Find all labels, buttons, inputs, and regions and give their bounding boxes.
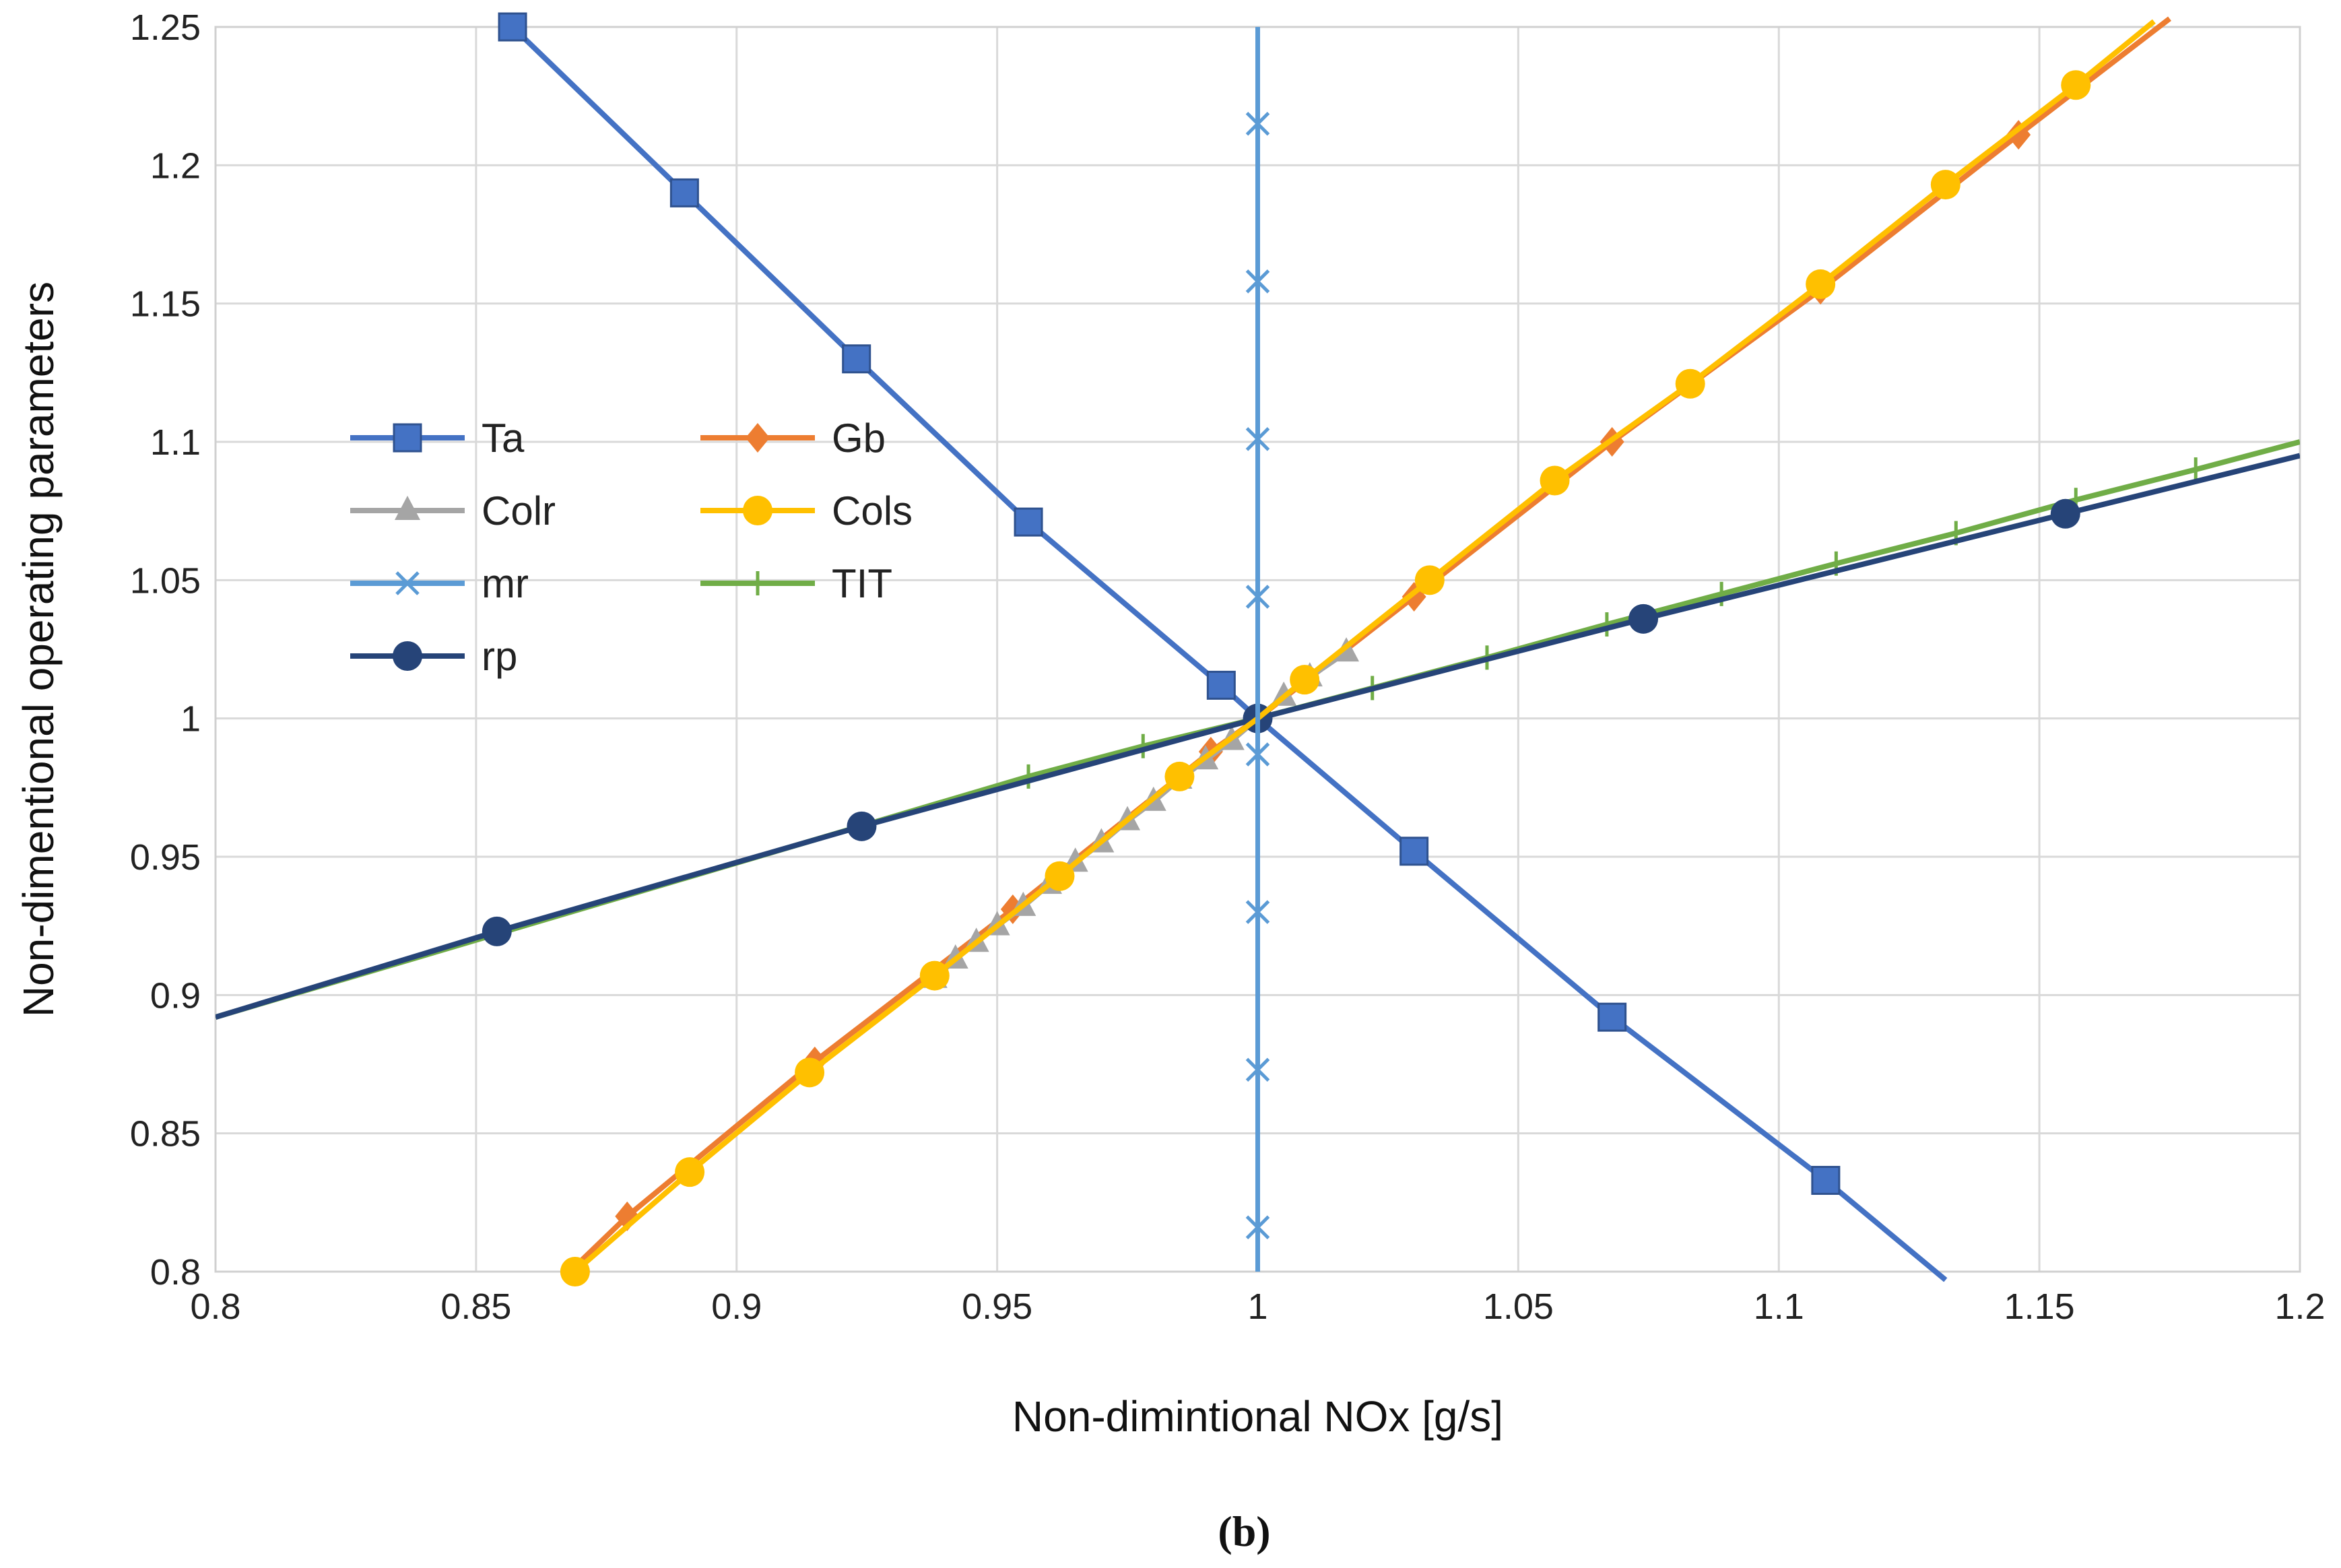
legend-item-gb: Gb bbox=[700, 416, 886, 461]
data-point-cols bbox=[919, 960, 950, 991]
legend-label-gb: Gb bbox=[832, 416, 886, 461]
legend: Ta Gb Colr Cols mr TIT rp bbox=[350, 416, 913, 679]
data-point-cols bbox=[675, 1157, 705, 1187]
x-tick-label: 1.15 bbox=[2004, 1286, 2075, 1327]
legend-label-mr: mr bbox=[482, 561, 529, 606]
legend-item-mr: mr bbox=[350, 561, 529, 606]
x-tick-label: 1.05 bbox=[1483, 1286, 1554, 1327]
legend-marker-mr bbox=[395, 571, 420, 595]
y-tick-label: 1.25 bbox=[130, 7, 201, 48]
y-tick-label: 0.9 bbox=[150, 975, 201, 1016]
y-tick-label: 0.95 bbox=[130, 837, 201, 878]
series-mr bbox=[1245, 27, 1270, 1272]
x-tick-label: 1.1 bbox=[1754, 1286, 1804, 1327]
data-point-cols bbox=[1045, 861, 1075, 891]
legend-item-colr: Colr bbox=[350, 488, 556, 533]
data-point-ta bbox=[842, 344, 871, 374]
x-axis-title: Non-dimintional NOx [g/s] bbox=[1012, 1392, 1503, 1441]
legend-label-cols: Cols bbox=[832, 488, 913, 533]
data-point-ta bbox=[669, 178, 699, 207]
x-tick-label: 1.2 bbox=[2274, 1286, 2325, 1327]
legend-label-ta: Ta bbox=[482, 416, 525, 461]
y-tick-label: 1.15 bbox=[130, 284, 201, 325]
legend-item-cols: Cols bbox=[700, 488, 913, 533]
x-tick-label: 0.95 bbox=[962, 1286, 1032, 1327]
data-point-ta bbox=[1014, 507, 1043, 537]
series-layer bbox=[216, 12, 2300, 1286]
data-point-cols bbox=[1540, 465, 1570, 496]
y-tick-label: 1 bbox=[180, 699, 201, 740]
data-point-rp bbox=[1628, 603, 1659, 634]
legend-marker-ta bbox=[393, 423, 422, 453]
y-tick-label: 0.85 bbox=[130, 1114, 201, 1154]
x-tick-label: 1 bbox=[1247, 1286, 1267, 1327]
legend-marker-gb bbox=[746, 423, 770, 453]
x-tick-label: 0.9 bbox=[711, 1286, 762, 1327]
data-point-mr bbox=[1245, 111, 1270, 136]
y-axis-ticks: 0.8 0.85 0.9 0.95 1 1.05 1.1 1.15 1.2 1.25 bbox=[130, 7, 201, 1293]
data-point-ta bbox=[1597, 1002, 1627, 1032]
data-point-mr bbox=[1245, 585, 1270, 609]
y-axis-title: Non-dimentional operating parameters bbox=[14, 282, 63, 1017]
legend-label-colr: Colr bbox=[482, 488, 556, 533]
x-tick-label: 0.85 bbox=[440, 1286, 511, 1327]
data-point-cols bbox=[1414, 565, 1445, 595]
series-cols bbox=[560, 19, 2156, 1286]
data-point-ta bbox=[1206, 670, 1236, 700]
data-point-ta bbox=[1811, 1165, 1841, 1195]
legend-item-tit: TIT bbox=[700, 561, 892, 606]
legend-label-tit: TIT bbox=[832, 561, 892, 606]
y-tick-label: 0.8 bbox=[150, 1252, 201, 1293]
data-point-ta bbox=[1399, 837, 1429, 866]
legend-marker-cols bbox=[743, 496, 772, 525]
series-line-ta bbox=[510, 25, 1948, 1282]
legend-marker-colr bbox=[395, 496, 420, 520]
y-tick-label: 1.05 bbox=[130, 560, 201, 601]
series-ta bbox=[498, 12, 1948, 1282]
data-point-ta bbox=[498, 12, 527, 42]
x-axis-ticks: 0.8 0.85 0.9 0.95 1 1.05 1.1 1.15 1.2 bbox=[190, 1286, 2325, 1327]
data-point-rp bbox=[482, 916, 512, 946]
y-tick-label: 1.1 bbox=[150, 422, 201, 463]
data-point-mr bbox=[1245, 427, 1270, 451]
data-point-mr bbox=[1245, 1057, 1270, 1082]
data-point-cols bbox=[795, 1057, 825, 1088]
legend-item-ta: Ta bbox=[350, 416, 525, 461]
data-point-cols bbox=[560, 1257, 590, 1286]
data-point-cols bbox=[1675, 368, 1705, 399]
data-point-cols bbox=[1164, 761, 1195, 791]
data-point-mr bbox=[1245, 269, 1270, 294]
data-point-cols bbox=[1806, 269, 1836, 299]
legend-label-rp: rp bbox=[482, 634, 517, 679]
figure-caption: (b) bbox=[1218, 1507, 1270, 1555]
data-point-mr bbox=[1245, 1215, 1270, 1240]
data-point-mr bbox=[1245, 742, 1270, 766]
data-point-cols bbox=[2061, 70, 2091, 100]
data-point-mr bbox=[1245, 900, 1270, 924]
data-point-cols bbox=[1290, 665, 1320, 695]
data-point-rp bbox=[2050, 498, 2080, 529]
legend-item-rp: rp bbox=[350, 634, 517, 679]
data-point-rp bbox=[847, 811, 877, 841]
data-point-cols bbox=[1930, 170, 1960, 200]
x-tick-label: 0.8 bbox=[190, 1286, 240, 1327]
legend-marker-rp bbox=[393, 641, 422, 671]
y-tick-label: 1.2 bbox=[150, 145, 201, 186]
